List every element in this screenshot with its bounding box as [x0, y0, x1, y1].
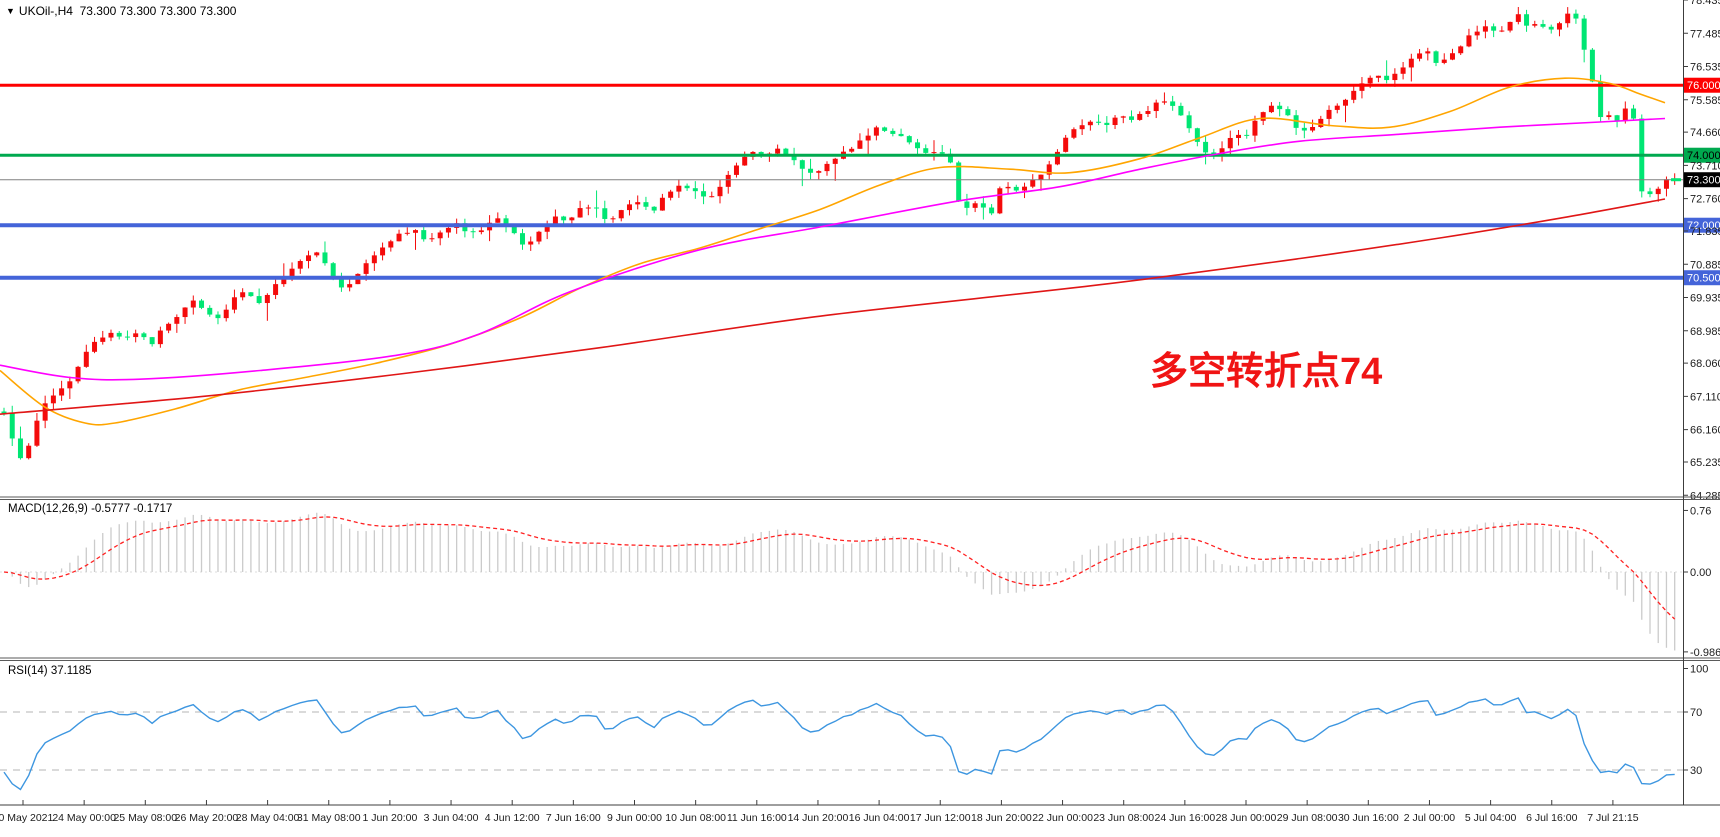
- svg-text:64.285: 64.285: [1690, 490, 1720, 502]
- time-label: 28 May 04:00: [236, 812, 300, 824]
- svg-text:0.00: 0.00: [1690, 567, 1711, 579]
- price-badge-70.500: 70.500: [1684, 270, 1720, 286]
- svg-text:72.000: 72.000: [1687, 220, 1720, 232]
- macd-signal-line: [3, 516, 1676, 620]
- collapse-triangle-icon[interactable]: ▼: [6, 6, 15, 16]
- moving-averages-layer: [0, 77, 1666, 426]
- price-badge-76.000: 76.000: [1684, 77, 1720, 93]
- svg-text:69.935: 69.935: [1690, 293, 1720, 305]
- svg-text:30: 30: [1690, 765, 1702, 777]
- svg-text:74.000: 74.000: [1687, 150, 1720, 162]
- svg-text:71.835: 71.835: [1690, 226, 1720, 238]
- svg-text:72.760: 72.760: [1690, 194, 1720, 206]
- price-axis: 78.435 77.485 76.535 75.585 74.660 73.710 72.7…: [1683, 0, 1720, 502]
- svg-text:70.500: 70.500: [1687, 273, 1720, 285]
- time-label: 11 Jun 16:00: [727, 812, 787, 824]
- ohlc-values: 73.300 73.300 73.300 73.300: [79, 4, 237, 18]
- price-badge-72.000: 72.000: [1684, 217, 1720, 233]
- svg-text:67.110: 67.110: [1690, 391, 1720, 403]
- forming-bar-marker: [1671, 178, 1681, 182]
- macd-indicator-label: MACD(12,26,9) -0.5777 -0.1717: [8, 503, 173, 515]
- time-label: 17 Jun 12:00: [910, 812, 971, 824]
- rsi-indicator-label: RSI(14) 37.1185: [8, 665, 92, 677]
- svg-text:-0.9862: -0.9862: [1690, 647, 1720, 659]
- time-label: 1 Jun 20:00: [362, 812, 417, 824]
- ma-mid-magenta: [0, 117, 1666, 381]
- time-label: 28 Jun 00:00: [1216, 812, 1277, 824]
- time-label: 31 May 08:00: [297, 812, 361, 824]
- time-label: 24 Jun 16:00: [1154, 812, 1215, 824]
- time-label: 30 Jun 16:00: [1338, 812, 1399, 824]
- time-label: 22 Jun 00:00: [1032, 812, 1093, 824]
- svg-text:76.000: 76.000: [1687, 80, 1720, 92]
- time-label: 7 Jul 21:15: [1587, 812, 1639, 824]
- time-label: 6 Jul 16:00: [1526, 812, 1578, 824]
- macd-panel: 0.76 0.00 -0.9862: [0, 505, 1720, 659]
- time-label: 9 Jun 00:00: [607, 812, 662, 824]
- current-price-badge: 73.300: [1684, 172, 1720, 188]
- price-badge-74.000: 74.000: [1684, 147, 1720, 163]
- time-label: 26 May 20:00: [175, 812, 239, 824]
- svg-text:78.435: 78.435: [1690, 0, 1720, 7]
- time-label: 7 Jun 16:00: [546, 812, 601, 824]
- svg-text:76.535: 76.535: [1690, 62, 1720, 74]
- time-label: 20 May 2021: [0, 812, 54, 824]
- svg-text:68.060: 68.060: [1690, 358, 1720, 370]
- chart-text-annotation[interactable]: 多空转折点74: [1150, 351, 1383, 393]
- rsi-line: [3, 697, 1675, 791]
- ma-slow-red: [0, 198, 1666, 415]
- svg-text:73.300: 73.300: [1687, 175, 1720, 187]
- time-label: 2 Jul 00:00: [1404, 812, 1456, 824]
- panel-separators[interactable]: [0, 0, 1720, 805]
- time-label: 18 Jun 20:00: [971, 812, 1032, 824]
- time-label: 16 Jun 04:00: [849, 812, 910, 824]
- symbol-timeframe-label: UKOil-,H4: [18, 4, 73, 18]
- svg-text:70: 70: [1690, 707, 1702, 719]
- svg-text:77.485: 77.485: [1690, 28, 1720, 40]
- svg-text:73.710: 73.710: [1690, 160, 1720, 172]
- time-label: 5 Jul 04:00: [1465, 812, 1517, 824]
- ma-fast-orange: [0, 77, 1666, 426]
- time-label: 29 Jun 08:00: [1277, 812, 1338, 824]
- time-label: 23 Jun 08:00: [1093, 812, 1154, 824]
- svg-text:75.585: 75.585: [1690, 95, 1720, 107]
- svg-text:66.160: 66.160: [1690, 425, 1720, 437]
- svg-text:100: 100: [1690, 664, 1708, 676]
- symbol-ohlc-header: ▼ UKOil-,H4 73.300 73.300 73.300 73.300: [6, 4, 236, 18]
- svg-text:70.885: 70.885: [1690, 259, 1720, 271]
- time-label: 4 Jun 12:00: [485, 812, 540, 824]
- time-label: 3 Jun 04:00: [424, 812, 479, 824]
- svg-text:65.235: 65.235: [1690, 457, 1720, 469]
- svg-text:0.76: 0.76: [1690, 505, 1711, 517]
- time-label: 14 Jun 20:00: [788, 812, 849, 824]
- time-label: 10 Jun 08:00: [665, 812, 726, 824]
- time-label: 25 May 08:00: [113, 812, 177, 824]
- svg-text:74.660: 74.660: [1690, 127, 1720, 139]
- svg-text:68.985: 68.985: [1690, 326, 1720, 338]
- rsi-panel: 100 70 30: [0, 664, 1708, 791]
- horizontal-lines-layer: [0, 83, 1683, 280]
- time-label: 24 May 00:00: [52, 812, 116, 824]
